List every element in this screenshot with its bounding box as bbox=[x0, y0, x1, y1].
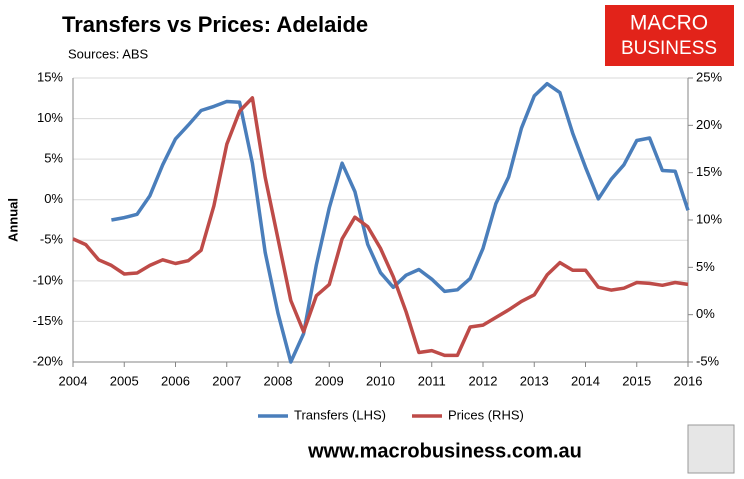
y-tick-label: 5% bbox=[44, 151, 63, 166]
y-tick-label: -5% bbox=[40, 232, 64, 247]
y-axis-label: Annual bbox=[5, 198, 20, 242]
x-tick-label: 2010 bbox=[366, 373, 395, 388]
y-tick-label: 10% bbox=[37, 110, 63, 125]
x-tick-label: 2007 bbox=[212, 373, 241, 388]
x-tick-label: 2015 bbox=[622, 373, 651, 388]
y2-tick-label: 15% bbox=[696, 164, 722, 179]
logo-text: MACRO bbox=[630, 12, 708, 35]
x-tick-label: 2014 bbox=[571, 373, 600, 388]
chart-subtitle: Sources: ABS bbox=[68, 46, 149, 61]
y-tick-label: 15% bbox=[37, 69, 63, 84]
legend-label: Transfers (LHS) bbox=[294, 407, 386, 422]
x-tick-label: 2009 bbox=[315, 373, 344, 388]
y2-tick-label: 25% bbox=[696, 69, 722, 84]
chart-title: Transfers vs Prices: Adelaide bbox=[62, 12, 368, 37]
legend-label: Prices (RHS) bbox=[448, 407, 524, 422]
series-line bbox=[111, 81, 690, 364]
footer: www.macrobusiness.com.au bbox=[307, 440, 582, 462]
y2-tick-label: 0% bbox=[696, 306, 715, 321]
y-tick-label: -20% bbox=[33, 353, 64, 368]
x-tick-label: 2012 bbox=[469, 373, 498, 388]
y-tick-label: 0% bbox=[44, 191, 63, 206]
logo-text: BUSINESS bbox=[621, 38, 717, 59]
y2-tick-label: -5% bbox=[696, 353, 720, 368]
x-tick-label: 2011 bbox=[418, 373, 446, 388]
logo-box bbox=[605, 5, 734, 66]
y-tick-label: -10% bbox=[33, 272, 64, 287]
x-tick-label: 2006 bbox=[161, 373, 190, 388]
x-tick-label: 2004 bbox=[59, 373, 88, 388]
series-line bbox=[72, 96, 689, 358]
y2-tick-label: 20% bbox=[696, 117, 722, 132]
y2-tick-label: 10% bbox=[696, 211, 722, 226]
logo-icon bbox=[687, 424, 735, 474]
x-tick-label: 2008 bbox=[264, 373, 293, 388]
y2-tick-label: 5% bbox=[696, 259, 715, 274]
x-tick-label: 2005 bbox=[110, 373, 139, 388]
y-tick-label: -15% bbox=[33, 313, 64, 328]
x-tick-label: 2016 bbox=[674, 373, 703, 388]
x-tick-label: 2013 bbox=[520, 373, 549, 388]
